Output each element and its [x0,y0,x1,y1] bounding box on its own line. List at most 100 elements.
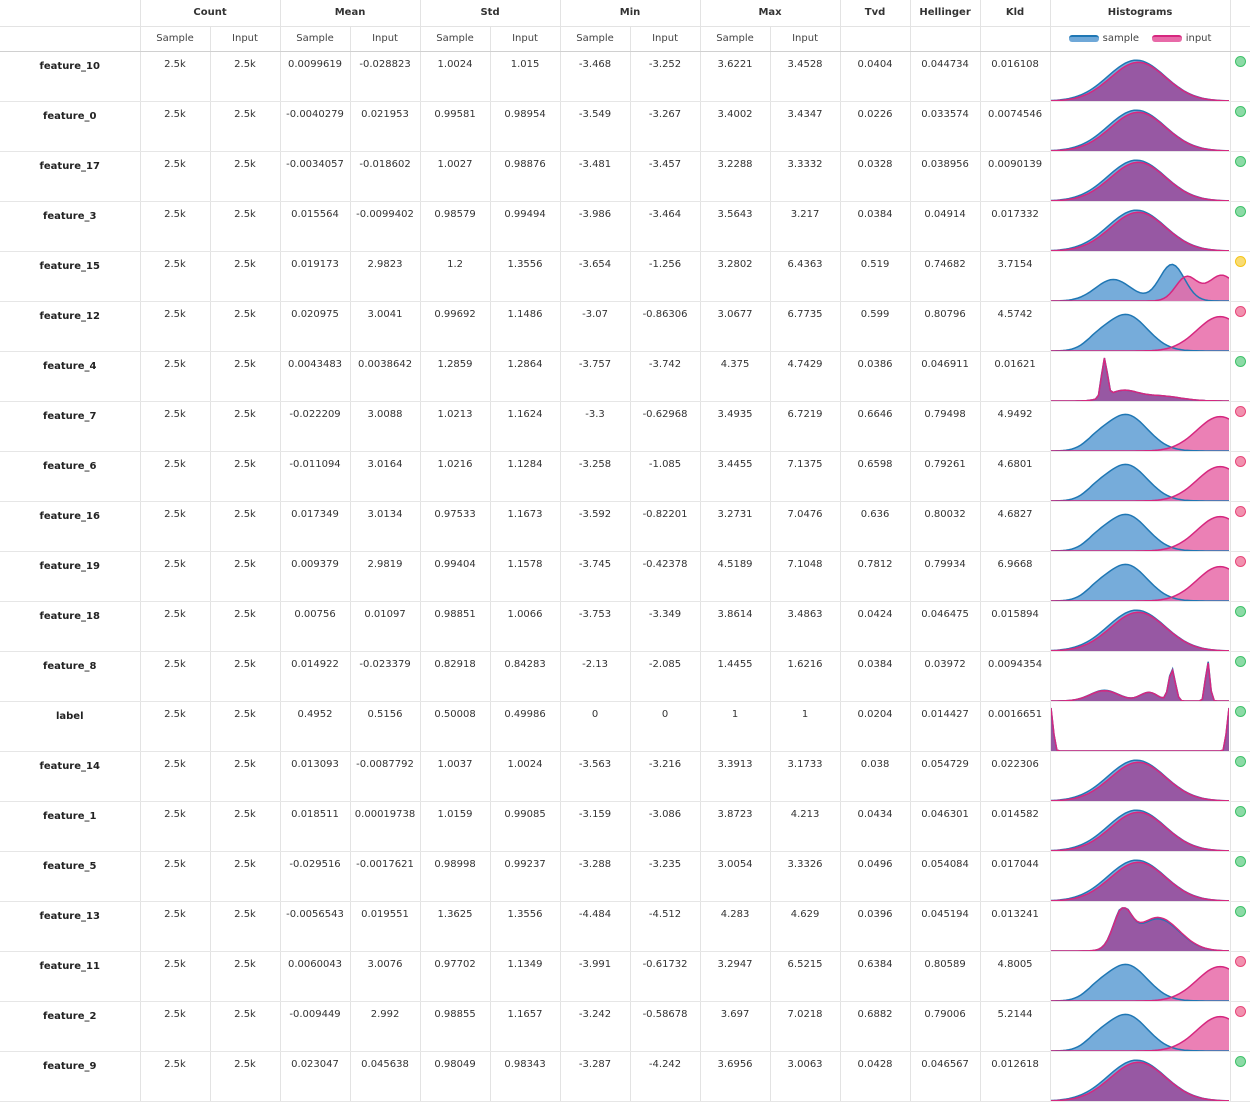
status-indicator-icon [1234,506,1246,517]
mean-sample: -0.022209 [280,401,351,452]
mean-sample: 0.015564 [280,201,351,252]
min-input: -3.267 [630,101,701,152]
table-row: feature_12 2.5k 2.5k 0.020975 3.0041 0.99692 1… [0,301,1250,352]
sample-line [1050,463,1229,501]
histogram-cell [1050,901,1231,952]
input-area [1155,275,1229,301]
mean-input: 0.045638 [350,1051,421,1102]
feature-name: feature_17 [0,151,141,202]
sample-line [1050,263,1229,301]
max-sample: 4.375 [700,351,771,402]
count-input: 2.5k [210,251,281,302]
tvd-value: 0.599 [840,301,911,352]
min-input: -4.512 [630,901,701,952]
subheader-sample: Sample [420,26,491,52]
min-sample: -3.481 [560,151,631,202]
histogram-cell [1050,1051,1231,1102]
status-indicator-icon [1234,306,1246,317]
max-sample: 3.2802 [700,251,771,302]
status-indicator-icon [1234,1006,1246,1017]
mean-input: 0.5156 [350,701,421,752]
feature-name: feature_9 [0,1051,141,1102]
std-input: 0.98343 [490,1051,561,1102]
hellinger-value: 0.79934 [910,551,981,602]
hellinger-value: 0.046911 [910,351,981,402]
std-input: 0.99085 [490,801,561,852]
count-sample: 2.5k [140,251,211,302]
max-input: 3.3332 [770,151,841,202]
max-input: 7.1048 [770,551,841,602]
count-sample: 2.5k [140,201,211,252]
histogram-cell [1050,701,1231,752]
legend-sample-label: sample [1102,33,1139,44]
input-area [1152,516,1229,551]
table-row: feature_2 2.5k 2.5k -0.009449 2.992 0.98855 1.… [0,1001,1250,1052]
std-input: 0.98876 [490,151,561,202]
input-area [1152,466,1229,501]
kld-value: 0.012618 [980,1051,1051,1102]
header-histograms: Histograms [1050,0,1231,27]
table-body: feature_10 2.5k 2.5k 0.0099619 -0.028823 1.00… [0,51,1250,1102]
table-row: feature_11 2.5k 2.5k 0.0060043 3.0076 0.97702… [0,951,1250,1002]
count-input: 2.5k [210,801,281,852]
feature-name: feature_1 [0,801,141,852]
min-sample: -3.549 [560,101,631,152]
tvd-value: 0.0434 [840,801,911,852]
max-sample: 3.4002 [700,101,771,152]
status-cell [1230,101,1250,152]
sample-area [1062,1014,1189,1051]
hellinger-value: 0.054729 [910,751,981,802]
input-area [1152,416,1229,451]
histogram-chart [1050,859,1229,901]
feature-name: feature_7 [0,401,141,452]
max-sample: 3.2731 [700,501,771,552]
header-mean: Mean [280,0,421,27]
status-cell [1230,601,1250,652]
input-line [1050,515,1229,551]
status-cell [1230,401,1250,452]
mean-input: 2.992 [350,1001,421,1052]
feature-name: label [0,701,141,752]
std-sample: 1.0213 [420,401,491,452]
status-indicator-icon [1234,256,1246,267]
max-sample: 3.2947 [700,951,771,1002]
hellinger-value: 0.038956 [910,151,981,202]
input-line [1050,611,1229,651]
count-input: 2.5k [210,201,281,252]
std-sample: 0.97533 [420,501,491,552]
input-area [1056,62,1220,101]
count-sample: 2.5k [140,401,211,452]
kld-value: 4.8005 [980,951,1051,1002]
kld-value: 0.01621 [980,351,1051,402]
min-sample: -3.07 [560,301,631,352]
table-row: feature_1 2.5k 2.5k 0.018511 0.00019738 1.015… [0,801,1250,852]
header-tvd: Tvd [840,0,911,27]
count-sample: 2.5k [140,151,211,202]
input-line [1050,861,1229,901]
status-indicator-icon [1234,906,1246,917]
std-input: 1.1284 [490,451,561,502]
status-indicator-icon [1234,806,1246,817]
max-input: 3.4347 [770,101,841,152]
table-row: feature_6 2.5k 2.5k -0.011094 3.0164 1.0216 1.… [0,451,1250,502]
std-input: 1.1349 [490,951,561,1002]
min-input: -3.464 [630,201,701,252]
kld-value: 0.014582 [980,801,1051,852]
std-input: 1.1657 [490,1001,561,1052]
kld-value: 5.2144 [980,1001,1051,1052]
status-cell [1230,51,1250,102]
count-input: 2.5k [210,851,281,902]
min-input: -3.216 [630,751,701,802]
max-input: 1.6216 [770,651,841,702]
kld-value: 3.7154 [980,251,1051,302]
min-sample: -3.753 [560,601,631,652]
sample-line [1050,1013,1229,1051]
table-row: feature_5 2.5k 2.5k -0.029516 -0.0017621 0.98… [0,851,1250,902]
header-row: Count Mean Std Min Max Tvd Hellinger Kld… [0,0,1250,27]
count-sample: 2.5k [140,351,211,402]
header-std: Std [420,0,561,27]
kld-value: 4.9492 [980,401,1051,452]
mean-input: 2.9823 [350,251,421,302]
legend-sample: sample [1068,27,1139,50]
histogram-chart [1050,313,1229,351]
